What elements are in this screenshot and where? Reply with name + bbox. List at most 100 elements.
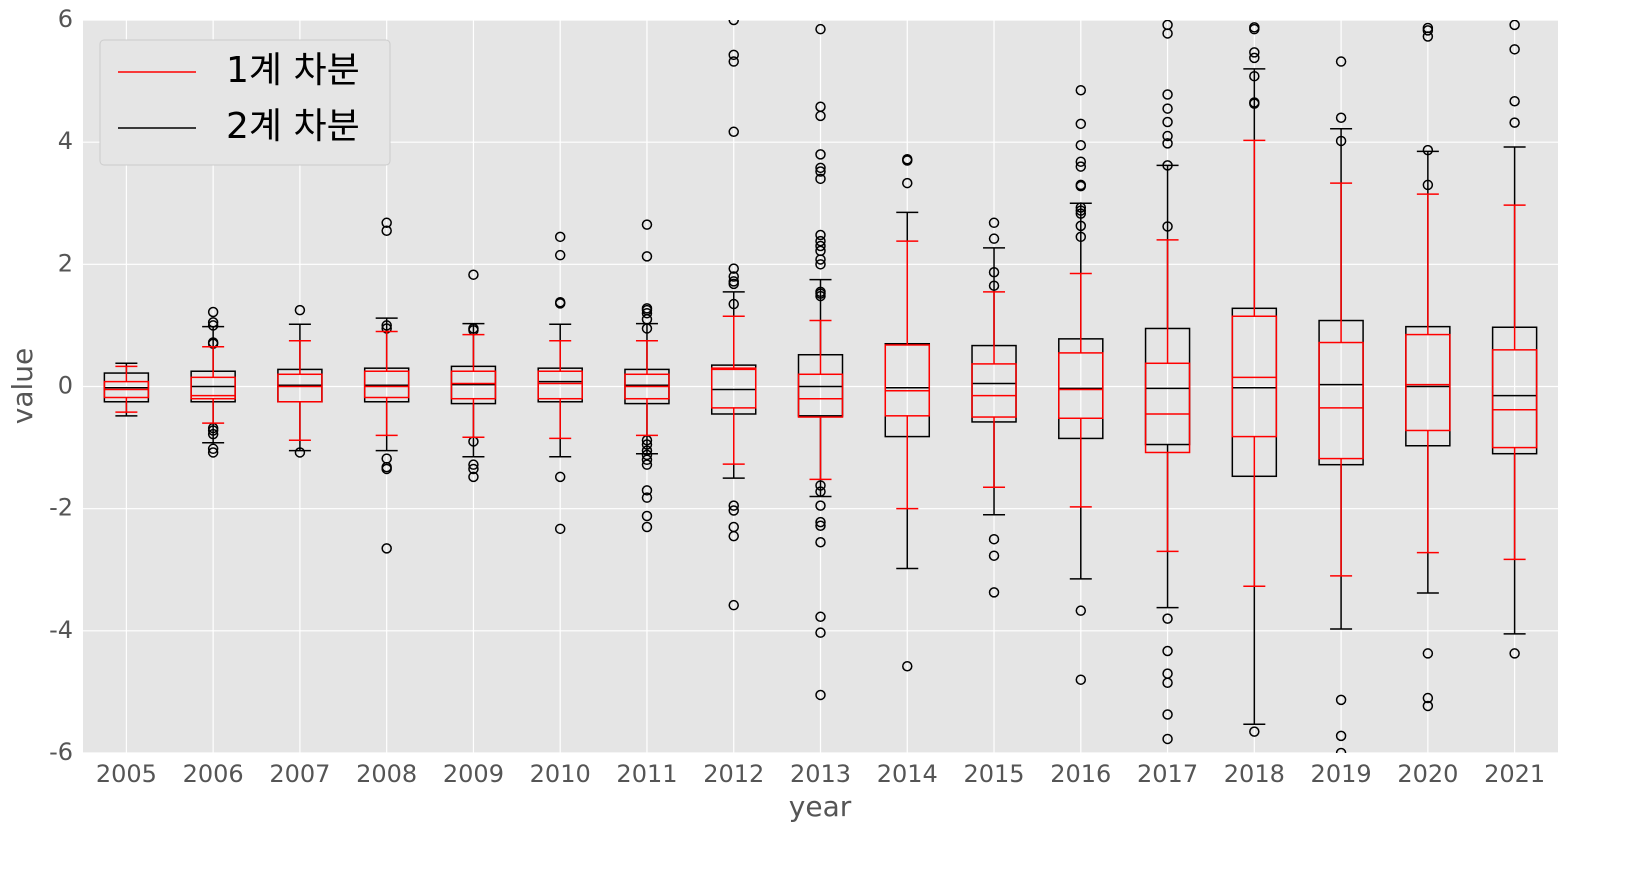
outlier (641, 521, 653, 533)
outlier (1075, 118, 1087, 130)
outlier (1335, 112, 1347, 123)
labels: -6 -4 -2 0 2 4 6 2005 2006 2007 2008 2009 2010 2011 20… (49, 5, 1545, 788)
outlier (815, 23, 826, 35)
outlier (728, 56, 739, 67)
outlier (1162, 160, 1173, 171)
outlier (815, 611, 826, 623)
outlier (294, 447, 306, 458)
x-tick-label: 2019 (1311, 760, 1372, 788)
x-tick-label: 2006 (183, 760, 244, 788)
outlier (1249, 726, 1260, 737)
outlier (815, 173, 826, 185)
outlier (1509, 95, 1520, 107)
y-tick-label: -4 (49, 616, 73, 644)
outlier (728, 599, 739, 611)
outlier (554, 231, 566, 243)
y-tick-label: 4 (58, 127, 73, 155)
outlier (641, 454, 653, 466)
outlier (381, 463, 392, 475)
outlier (1162, 645, 1173, 657)
outlier (1335, 730, 1347, 742)
outlier (815, 110, 826, 122)
y-tick-label: 0 (58, 372, 73, 400)
outlier (554, 471, 566, 483)
outlier (728, 49, 739, 61)
outlier (468, 459, 479, 470)
outlier (815, 259, 826, 270)
box (1318, 341, 1364, 460)
outlier (815, 240, 826, 252)
outlier (554, 249, 566, 261)
box (363, 370, 410, 399)
outlier (815, 166, 826, 177)
box (1231, 315, 1278, 438)
legend-label: 1계 차분 (226, 50, 360, 91)
outlier (1162, 613, 1173, 624)
outlier (641, 323, 653, 334)
legend-label: 2계 차분 (226, 106, 360, 147)
outlier (728, 500, 739, 511)
outlier (1509, 648, 1520, 659)
outlier (815, 516, 826, 528)
outlier (1075, 156, 1087, 167)
outlier (1162, 89, 1173, 100)
box (1144, 362, 1191, 454)
x-tick-label: 2007 (269, 760, 330, 788)
outlier (641, 219, 653, 230)
outlier (988, 587, 1000, 598)
outlier (1162, 733, 1173, 745)
outlier (728, 298, 739, 310)
x-tick-label: 2017 (1137, 760, 1198, 788)
box (971, 363, 1017, 418)
outlier (1249, 47, 1260, 58)
outlier (1162, 116, 1173, 128)
outlier (1075, 605, 1087, 616)
outlier (1162, 138, 1173, 149)
outlier (988, 550, 1000, 561)
outlier (728, 271, 739, 282)
outlier (1075, 180, 1087, 192)
outlier (1075, 84, 1087, 96)
box (797, 373, 844, 418)
outlier (988, 217, 1000, 229)
x-tick-label: 2021 (1484, 760, 1545, 788)
x-axis-label: year (789, 790, 852, 823)
outlier (468, 269, 479, 280)
outlier (1249, 70, 1260, 82)
outlier (554, 523, 566, 535)
outlier (815, 689, 826, 701)
y-axis-label: value (6, 348, 39, 424)
outlier (1162, 677, 1173, 689)
outlier (1075, 208, 1087, 219)
outlier (207, 306, 219, 318)
outlier (207, 443, 219, 455)
outlier (815, 229, 826, 241)
y-tick-label: 6 (58, 5, 73, 33)
outlier (381, 217, 392, 229)
outlier (902, 155, 913, 166)
outlier (1335, 135, 1347, 147)
outlier (1162, 130, 1173, 142)
outlier (1075, 220, 1087, 232)
outlier (1335, 747, 1347, 753)
outlier (988, 233, 1000, 244)
box (537, 370, 583, 400)
x-tick-label: 2005 (96, 760, 157, 788)
outlier (1249, 98, 1260, 109)
outlier (468, 471, 479, 483)
box (1491, 349, 1538, 449)
outlier (1075, 202, 1087, 213)
outlier (207, 428, 219, 440)
outlier (641, 439, 653, 450)
y-tick-label: -6 (49, 738, 73, 766)
x-tick-label: 2011 (616, 760, 677, 788)
outlier (1335, 694, 1347, 706)
outlier (1249, 52, 1260, 64)
outlier (207, 425, 219, 436)
outlier (1509, 44, 1520, 55)
outlier (207, 320, 219, 331)
y-tick-label: 2 (58, 249, 73, 277)
outlier (988, 533, 1000, 545)
outlier (1162, 28, 1173, 39)
